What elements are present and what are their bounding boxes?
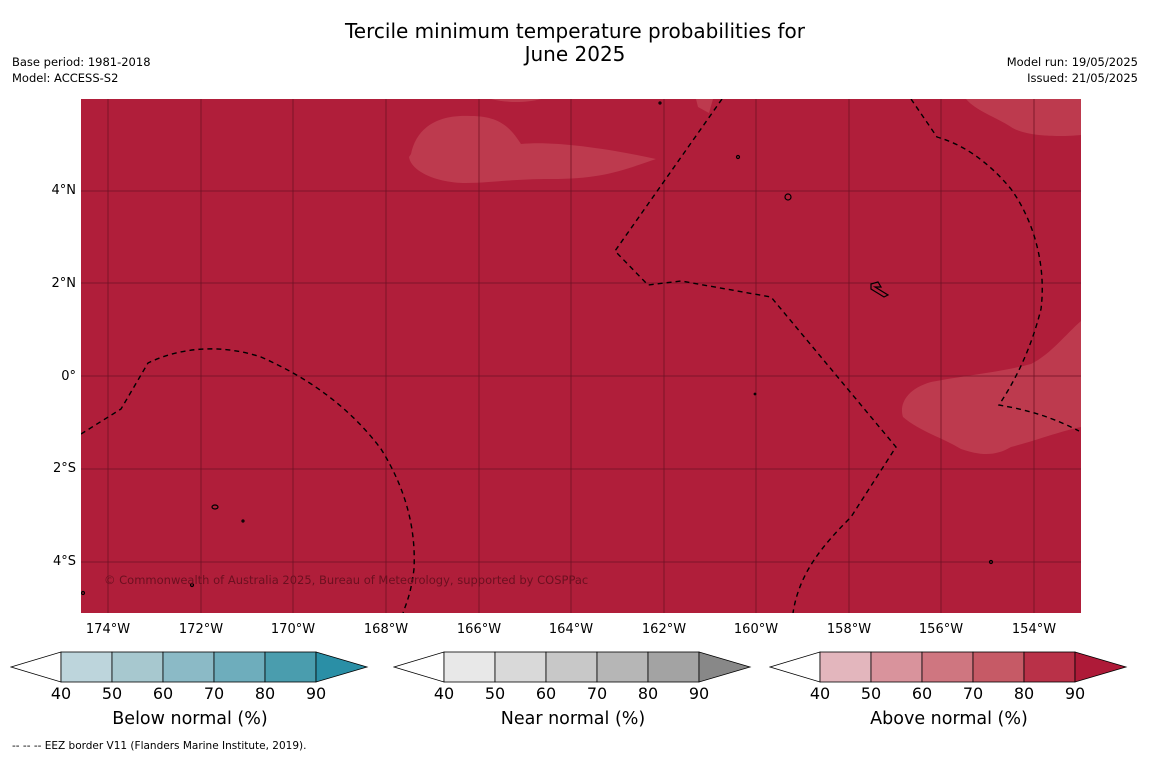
- islands: [81, 101, 994, 596]
- map-canvas: [81, 99, 1081, 613]
- eez-footnote: -- -- -- EEZ border V11 (Flanders Marine…: [12, 740, 307, 752]
- colorbar-tick-label: 70: [586, 684, 608, 703]
- colorbar-tick-label: 50: [101, 684, 123, 703]
- colorbar-tick-label: 50: [860, 684, 882, 703]
- above-normal-colorbar: [769, 651, 1128, 683]
- colorbar-segment: [111, 651, 164, 683]
- colorbar-tick-label: 60: [535, 684, 557, 703]
- colorbar-segment: [647, 651, 700, 683]
- lat-label-4s: 4°S: [52, 554, 76, 569]
- lon-label-166w: 166°W: [456, 622, 502, 637]
- colorbar-tick-label: 50: [484, 684, 506, 703]
- colorbar-tick-label: 90: [688, 684, 710, 703]
- graticule: [81, 99, 1081, 613]
- colorbar-tick-label: 60: [911, 684, 933, 703]
- copyright-text: © Commonwealth of Australia 2025, Bureau…: [104, 573, 589, 587]
- lon-label-156w: 156°W: [918, 622, 964, 637]
- colorbar-extend-high: [1074, 651, 1128, 683]
- colorbar-segment: [494, 651, 547, 683]
- colorbar-segment: [819, 651, 872, 683]
- colorbar-segment: [162, 651, 215, 683]
- colorbar-segment: [972, 651, 1025, 683]
- lon-label-174w: 174°W: [85, 622, 131, 637]
- colorbar-tick-label: 40: [50, 684, 72, 703]
- colorbar-tick-label: 40: [809, 684, 831, 703]
- colorbar-tick-label: 90: [1064, 684, 1086, 703]
- colorbar-segment: [443, 651, 496, 683]
- colorbar-tick-label: 80: [254, 684, 276, 703]
- colorbar-segment: [921, 651, 974, 683]
- below-normal-title: Below normal (%): [112, 709, 268, 729]
- lon-label-154w: 154°W: [1011, 622, 1057, 637]
- lon-label-172w: 172°W: [178, 622, 224, 637]
- colorbar-extend-low: [393, 651, 445, 683]
- model-text: Model: ACCESS-S2: [12, 71, 119, 85]
- lighter-patch-north: [409, 115, 656, 183]
- colorbar-segment: [60, 651, 113, 683]
- near-normal-title: Near normal (%): [500, 709, 646, 729]
- lighter-patch-top: [491, 99, 541, 102]
- above-normal-title: Above normal (%): [870, 709, 1028, 729]
- below-normal-colorbar: [10, 651, 369, 683]
- issued-text: Issued: 21/05/2025: [1027, 71, 1138, 85]
- colorbar-segment: [545, 651, 598, 683]
- colorbar-tick-label: 70: [962, 684, 984, 703]
- colorbar-segment: [264, 651, 317, 683]
- colorbar-extend-high: [315, 651, 369, 683]
- map-title-line1: Tercile minimum temperature probabilitie…: [344, 19, 806, 43]
- colorbar-tick-label: 40: [433, 684, 455, 703]
- colorbar-segment: [1023, 651, 1076, 683]
- eez-borders: [81, 99, 1080, 613]
- colorbar-tick-label: 60: [152, 684, 174, 703]
- colorbar-extend-low: [769, 651, 821, 683]
- lon-label-168w: 168°W: [363, 622, 409, 637]
- colorbar-extend-low: [10, 651, 62, 683]
- model-run-text: Model run: 19/05/2025: [1006, 55, 1138, 69]
- colorbar-segment: [596, 651, 649, 683]
- lon-label-170w: 170°W: [270, 622, 316, 637]
- lat-label-2n: 2°N: [51, 276, 77, 291]
- base-period-text: Base period: 1981-2018: [12, 55, 151, 69]
- lon-label-158w: 158°W: [826, 622, 872, 637]
- lighter-patch-small: [696, 99, 713, 113]
- lon-label-162w: 162°W: [641, 622, 687, 637]
- lighter-patch-equator-east: [901, 321, 1081, 455]
- colorbar-tick-label: 90: [305, 684, 327, 703]
- above-normal-field: [81, 99, 1081, 613]
- colorbar-segment: [213, 651, 266, 683]
- lon-label-164w: 164°W: [548, 622, 594, 637]
- colorbar-extend-high: [698, 651, 752, 683]
- lat-label-2s: 2°S: [52, 461, 76, 476]
- lat-label-4n: 4°N: [51, 183, 77, 198]
- meta-right: Model run: 19/05/2025 Issued: 21/05/2025: [1007, 54, 1138, 86]
- lon-label-160w: 160°W: [733, 622, 779, 637]
- near-normal-colorbar: [393, 651, 752, 683]
- colorbar-segment: [870, 651, 923, 683]
- colorbar-tick-label: 80: [1013, 684, 1035, 703]
- lighter-patch-northeast: [966, 99, 1081, 137]
- lat-label-0: 0°: [61, 369, 76, 384]
- colorbar-tick-label: 70: [203, 684, 225, 703]
- map-title-line2: June 2025: [524, 42, 626, 66]
- colorbar-tick-label: 80: [637, 684, 659, 703]
- probability-map: [81, 99, 1081, 613]
- meta-left: Base period: 1981-2018 Model: ACCESS-S2: [12, 54, 151, 86]
